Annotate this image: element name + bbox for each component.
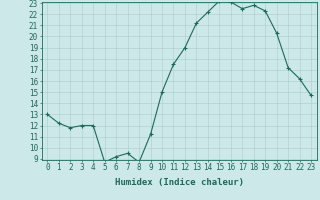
X-axis label: Humidex (Indice chaleur): Humidex (Indice chaleur)	[115, 178, 244, 187]
